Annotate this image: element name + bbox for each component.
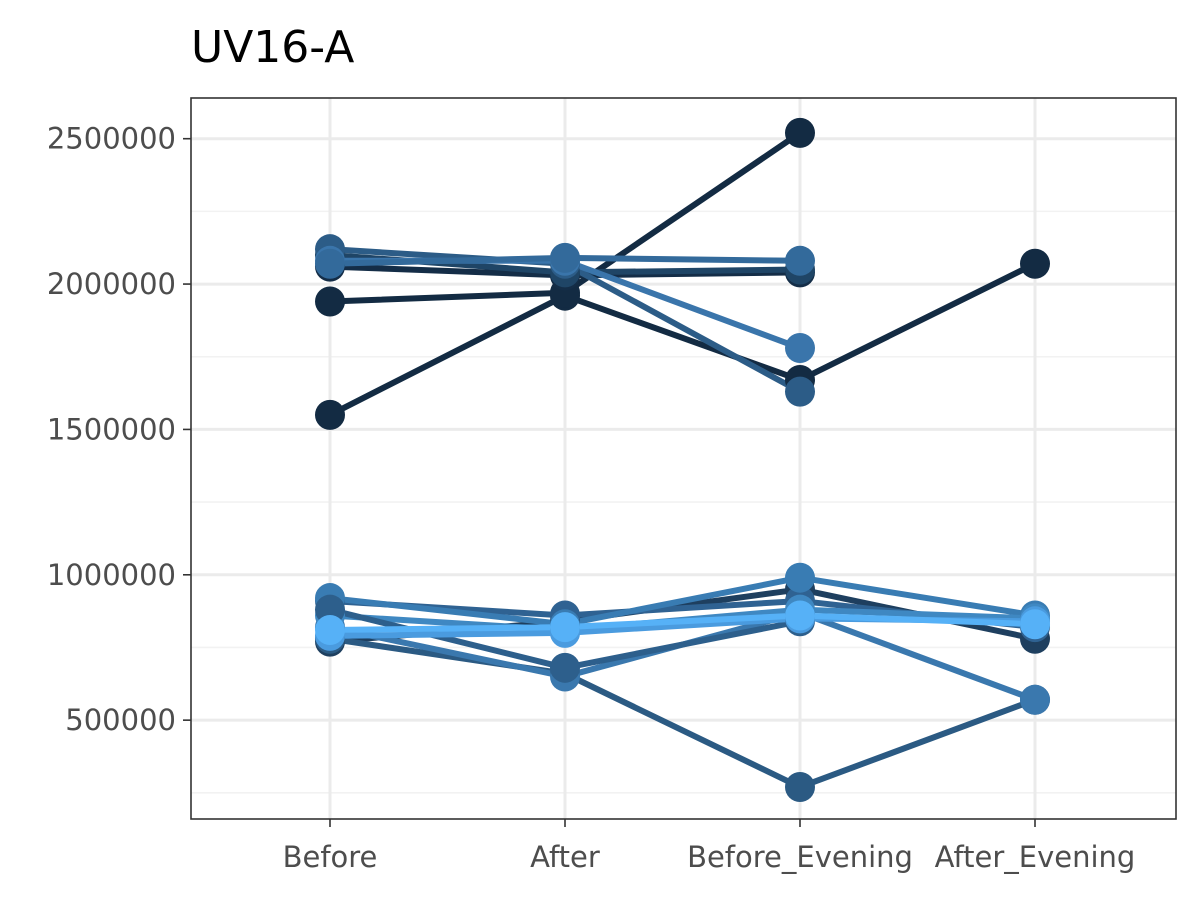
x-tick-label: Before_Evening [687, 840, 913, 874]
data-point [550, 612, 580, 643]
y-tick-label: 2500000 [47, 122, 176, 156]
data-point [315, 615, 345, 646]
data-point [315, 399, 345, 430]
series-line [327, 635, 1038, 791]
y-tick-label: 1500000 [47, 412, 176, 446]
data-point [550, 242, 580, 273]
data-point [785, 245, 815, 276]
series-line [327, 574, 1038, 628]
y-tick-label: 500000 [65, 703, 176, 737]
point-layer [315, 117, 1050, 803]
y-tick-label: 2000000 [47, 267, 176, 301]
data-point [785, 376, 815, 407]
panel-border [190, 97, 1177, 820]
data-point [785, 117, 815, 148]
data-point [1020, 684, 1050, 715]
data-point [550, 652, 580, 683]
data-point [785, 600, 815, 631]
data-point [315, 286, 345, 317]
y-tick-label: 1000000 [47, 558, 176, 592]
data-point [1020, 609, 1050, 640]
series-line [327, 260, 1038, 418]
x-tick-label: After_Evening [935, 840, 1136, 874]
x-tick-label: Before [283, 840, 378, 874]
data-point [785, 562, 815, 593]
data-point [785, 772, 815, 803]
series-line [327, 612, 1038, 634]
data-point [315, 248, 345, 279]
data-point [785, 333, 815, 364]
x-tick-label: After [530, 840, 600, 874]
x-axis: Before After Before_Evening After_Evening [283, 819, 1136, 874]
y-axis: 500000 1000000 1500000 2000000 2500000 [47, 122, 191, 737]
series-layer [327, 129, 1038, 791]
data-point [1020, 248, 1050, 279]
chart-title: UV16-A [191, 22, 354, 73]
